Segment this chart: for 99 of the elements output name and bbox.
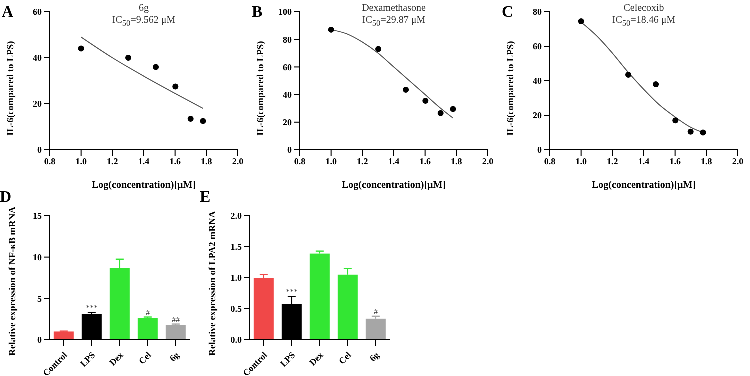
- x-tick-label: 2.0: [732, 156, 744, 166]
- x-tick-label: 0.8: [44, 156, 56, 166]
- y-tick-label: 60: [283, 62, 292, 72]
- chart-title: Dexamethasone: [361, 3, 427, 15]
- x-tick-label: 1.0: [576, 156, 588, 166]
- y-tick-label: 20: [33, 99, 42, 110]
- x-tick-label: 1.6: [670, 156, 682, 166]
- x-tick-label: 1.0: [76, 156, 88, 166]
- chart-subtitle: IC$_{50}$=9.562 μM: [111, 15, 177, 29]
- y-tick-label: 0: [288, 145, 292, 156]
- point: [450, 106, 456, 112]
- chart-title: Celecoxib: [622, 3, 666, 15]
- text: E: [200, 189, 211, 206]
- x-tick-label: 1.4: [638, 156, 650, 166]
- y-tick-label: 0: [38, 145, 42, 156]
- y-tick-label: 40: [283, 90, 292, 100]
- chart-title: 6g: [138, 3, 150, 15]
- x-tick-label: Dex: [308, 350, 326, 368]
- x-tick-label: 1.8: [451, 156, 463, 166]
- bar: [366, 318, 386, 340]
- text: C: [502, 4, 514, 21]
- line-series: [80, 36, 204, 110]
- x-tick-label: 0.8: [544, 156, 556, 166]
- chart-subtitle: IC$_{50}$=29.87 μM: [361, 15, 427, 29]
- point: [688, 128, 694, 135]
- y-tick-label: 0.5: [230, 304, 242, 314]
- text: D: [0, 189, 12, 206]
- y-tick-label: 20: [283, 118, 292, 128]
- x-axis-title: Log(concentration)[μM]: [592, 180, 696, 191]
- annotation: ##: [172, 315, 180, 324]
- x-tick-label: 1.8: [701, 156, 713, 166]
- x-tick-label: 1.2: [107, 156, 119, 166]
- y-axis-title: IL-6(compared to LPS): [6, 41, 16, 136]
- x-tick-label: Cel: [136, 350, 154, 366]
- x-tick-label: 1.2: [607, 156, 619, 166]
- y-tick-label: 5: [38, 294, 42, 304]
- y-tick-label: 40: [533, 76, 542, 86]
- x-tick-label: 1.6: [170, 156, 182, 166]
- y-tick-label: 1.0: [230, 273, 242, 284]
- x-tick-label: 1.4: [388, 156, 400, 166]
- bar: [254, 278, 274, 340]
- x-tick-label: 1.4: [138, 156, 150, 166]
- y-tick-label: 60: [533, 42, 542, 52]
- x-tick-label: 1.8: [201, 156, 213, 166]
- y-tick-label: 15: [33, 211, 42, 222]
- annotation: #: [374, 307, 378, 316]
- y-tick-label: 40: [33, 53, 42, 64]
- annotation: ***: [86, 304, 98, 313]
- bar: [54, 332, 74, 340]
- x-tick-label: 1.6: [420, 156, 432, 166]
- x-tick-label: 0.8: [294, 156, 306, 166]
- y-axis-title: Relative expression of NF-κB mRNA: [8, 206, 18, 356]
- point: [125, 55, 132, 61]
- point: [672, 118, 679, 124]
- x-tick-label: 1.2: [357, 156, 369, 166]
- y-tick-label: 2.0: [230, 211, 242, 222]
- point: [422, 98, 429, 104]
- point: [375, 46, 382, 52]
- annotation: #: [146, 308, 150, 318]
- y-tick-label: 20: [533, 110, 542, 121]
- y-axis-title: IL-6(compared to LPS): [506, 41, 516, 136]
- chart-subtitle: IC$_{50}$=18.46 μM: [611, 15, 677, 29]
- annotation: ***: [286, 288, 298, 297]
- y-tick-label: 1.5: [230, 242, 242, 252]
- point: [653, 81, 660, 88]
- bar: [138, 318, 158, 340]
- point: [438, 110, 444, 116]
- point: [172, 84, 179, 90]
- y-tick-label: 0: [38, 335, 42, 346]
- point: [700, 130, 706, 136]
- y-tick-label: 10: [33, 252, 42, 263]
- y-tick-label: 60: [33, 7, 42, 18]
- x-tick-label: Dex: [108, 350, 126, 368]
- x-tick-label: 6g: [168, 350, 182, 364]
- y-tick-label: 80: [533, 7, 542, 18]
- point: [78, 46, 84, 52]
- y-tick-label: 100: [278, 7, 292, 18]
- x-tick-label: 2.0: [482, 156, 494, 166]
- text: A: [2, 4, 14, 21]
- point: [188, 116, 194, 122]
- text: B: [252, 4, 263, 21]
- y-tick-label: 80: [283, 34, 292, 45]
- bar: [166, 325, 186, 340]
- x-axis-title: Log(concentration)[μM]: [92, 180, 196, 191]
- point: [328, 26, 334, 33]
- x-axis-title: Log(concentration)[μM]: [342, 180, 446, 191]
- point: [403, 86, 410, 93]
- y-axis-title: Relative expression of LPA2 mRNA: [208, 211, 218, 356]
- y-tick-label: 0.0: [230, 335, 242, 346]
- point: [153, 64, 160, 70]
- point: [625, 72, 632, 78]
- y-axis-title: IL-6(compared to LPS): [256, 41, 266, 136]
- x-tick-label: 1.0: [326, 156, 338, 166]
- x-tick-label: Cel: [336, 350, 354, 366]
- point: [578, 18, 584, 24]
- bar: [310, 254, 330, 340]
- x-tick-label: 6g: [368, 350, 382, 364]
- point: [200, 118, 206, 124]
- y-tick-label: 0: [538, 145, 542, 156]
